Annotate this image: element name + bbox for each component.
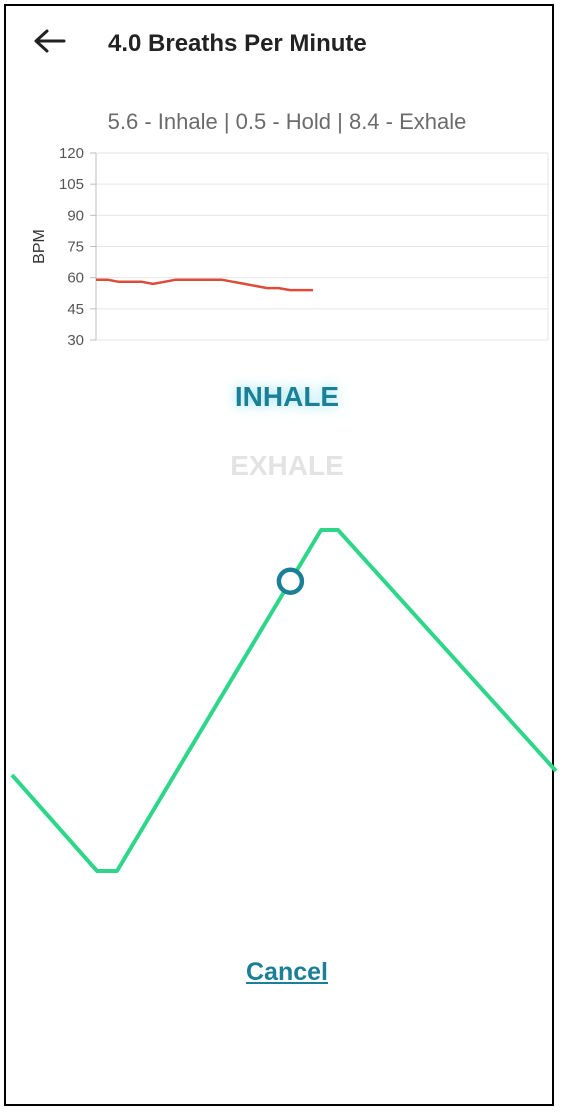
y-axis-title: BPM (31, 229, 48, 264)
y-tick-label: 30 (67, 332, 84, 349)
y-tick-label: 105 (59, 176, 84, 193)
page-title: 4.0 Breaths Per Minute (108, 30, 367, 57)
bpm-series-line (96, 278, 313, 292)
bpm-chart: 120 105 90 75 60 45 30 BPM (31, 145, 549, 349)
breath-progress-marker (276, 567, 305, 595)
breath-wave-line (10, 528, 558, 873)
y-tick-label: 45 (67, 301, 84, 318)
y-tick-label: 60 (67, 270, 84, 287)
breathing-pattern-label: 5.6 - Inhale | 0.5 - Hold | 8.4 - Exhale (107, 109, 467, 134)
breath-wave (10, 528, 558, 873)
cancel-button[interactable]: Cancel (246, 958, 328, 986)
y-tick-label: 120 (59, 145, 84, 162)
y-tick-label: 90 (67, 207, 84, 224)
y-tick-label: 75 (67, 239, 84, 256)
back-arrow-icon[interactable] (30, 26, 70, 56)
phase-exhale-label: EXHALE (230, 450, 344, 481)
phase-inhale-label: INHALE (234, 381, 340, 412)
